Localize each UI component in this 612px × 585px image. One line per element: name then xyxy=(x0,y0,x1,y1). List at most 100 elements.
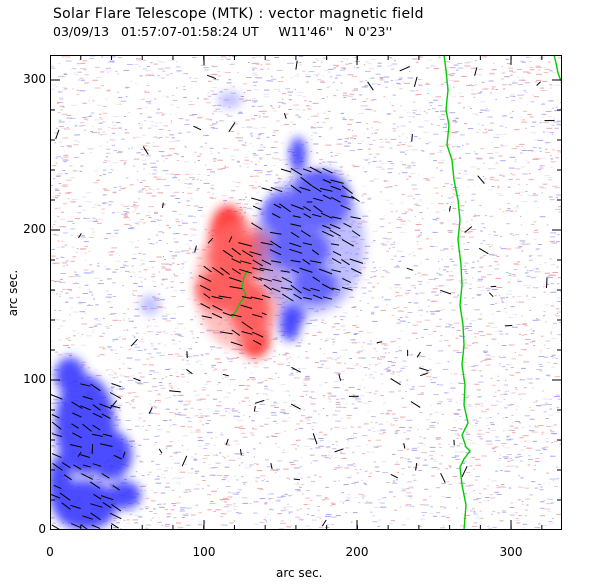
field-vector xyxy=(340,204,351,211)
field-vector xyxy=(91,524,101,530)
field-vector xyxy=(546,277,548,289)
field-vector xyxy=(241,296,252,299)
field-vector xyxy=(342,277,352,284)
field-vector xyxy=(53,484,62,490)
field-vector xyxy=(312,294,323,300)
field-vector xyxy=(341,185,353,195)
field-vector xyxy=(289,248,303,254)
field-vector xyxy=(82,423,92,432)
field-vector xyxy=(89,481,101,489)
y-axis-label: arc sec. xyxy=(6,269,20,317)
field-vector xyxy=(102,433,113,437)
field-vector xyxy=(321,283,334,291)
field-vector xyxy=(341,258,350,266)
field-vector xyxy=(203,265,212,273)
field-vector xyxy=(239,268,253,274)
field-vector xyxy=(63,474,72,481)
field-vector xyxy=(281,276,293,284)
field-vector xyxy=(263,284,272,291)
field-vector xyxy=(321,519,327,527)
field-vector xyxy=(261,259,272,266)
field-vector xyxy=(102,501,112,509)
field-vector xyxy=(331,216,342,220)
field-vector xyxy=(206,74,217,80)
image-title: Solar Flare Telescope (MTK) : vector mag… xyxy=(53,6,424,22)
field-vector xyxy=(112,485,120,491)
field-vector xyxy=(225,438,229,446)
field-vector xyxy=(488,292,494,298)
field-vector xyxy=(271,260,282,263)
field-vector xyxy=(270,187,283,193)
field-vector xyxy=(322,194,332,200)
field-vector xyxy=(212,266,224,276)
field-vector xyxy=(111,383,122,388)
field-vector xyxy=(302,242,313,246)
field-vector xyxy=(283,112,287,119)
field-vector xyxy=(536,81,541,86)
field-vector xyxy=(290,284,302,294)
field-vector xyxy=(81,473,94,480)
field-vector xyxy=(311,185,322,193)
field-vector xyxy=(331,257,342,264)
field-vector xyxy=(55,129,60,140)
field-vector xyxy=(291,366,301,373)
field-vector xyxy=(51,524,60,530)
field-vector xyxy=(90,383,101,392)
field-vector xyxy=(82,515,93,520)
field-vector xyxy=(329,223,341,230)
field-vector xyxy=(350,195,360,202)
field-vector xyxy=(410,401,421,408)
field-vector xyxy=(322,224,331,230)
field-vector xyxy=(181,455,188,467)
field-vector xyxy=(252,205,261,210)
y-tick-label-0: 0 xyxy=(38,522,46,536)
field-vector xyxy=(290,259,301,263)
field-vector xyxy=(109,392,122,399)
field-vector xyxy=(322,179,332,184)
field-vector xyxy=(220,267,230,275)
field-vector xyxy=(254,399,265,404)
field-vector xyxy=(321,230,334,237)
field-vector xyxy=(289,242,302,248)
field-vector xyxy=(142,146,149,155)
field-vector xyxy=(71,423,80,429)
neutral-line-edge xyxy=(553,55,562,82)
field-vector xyxy=(77,451,82,457)
field-vector xyxy=(291,269,300,274)
noise-background xyxy=(50,55,562,530)
field-vector xyxy=(72,432,82,439)
x-tick-label-100: 100 xyxy=(192,545,216,559)
field-vector xyxy=(238,242,252,247)
field-vector xyxy=(261,294,271,299)
field-vector xyxy=(99,403,112,409)
field-vector xyxy=(322,167,333,174)
field-vector xyxy=(80,383,91,387)
field-vector xyxy=(269,249,282,256)
field-vector xyxy=(250,296,264,301)
field-vector xyxy=(52,462,63,471)
field-vector xyxy=(299,267,313,273)
negative-polarity-region-southwest xyxy=(50,357,141,530)
field-vector xyxy=(260,242,273,246)
field-vector xyxy=(50,393,63,400)
field-vector xyxy=(92,424,101,431)
field-vector xyxy=(73,464,82,470)
field-vector xyxy=(228,122,236,133)
field-vector xyxy=(122,451,126,458)
field-vector xyxy=(130,338,138,347)
field-vector xyxy=(281,293,294,302)
field-vector xyxy=(207,237,214,244)
field-vector xyxy=(319,187,333,192)
field-vector xyxy=(312,433,318,445)
field-vector xyxy=(403,443,406,449)
field-vector xyxy=(302,168,312,173)
field-vector xyxy=(300,176,313,187)
field-vector xyxy=(251,222,263,230)
field-vector xyxy=(280,168,292,173)
field-vector xyxy=(212,305,223,311)
field-vector xyxy=(148,407,153,414)
field-vector xyxy=(229,286,243,290)
field-vector xyxy=(341,238,354,247)
field-vector xyxy=(252,339,262,345)
field-vector xyxy=(312,276,321,282)
